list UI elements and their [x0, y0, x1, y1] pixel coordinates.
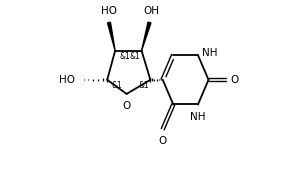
Text: HO: HO: [101, 6, 117, 16]
Polygon shape: [108, 22, 115, 51]
Text: &1: &1: [120, 52, 130, 61]
Text: O: O: [231, 75, 239, 85]
Text: NH: NH: [190, 112, 206, 122]
Text: OH: OH: [143, 6, 159, 16]
Text: &1: &1: [112, 81, 122, 90]
Polygon shape: [141, 22, 151, 51]
Text: O: O: [123, 101, 131, 111]
Text: HO: HO: [60, 75, 75, 85]
Text: &1: &1: [130, 52, 141, 61]
Text: &1: &1: [139, 81, 150, 90]
Text: O: O: [158, 136, 167, 146]
Text: NH: NH: [202, 48, 218, 58]
